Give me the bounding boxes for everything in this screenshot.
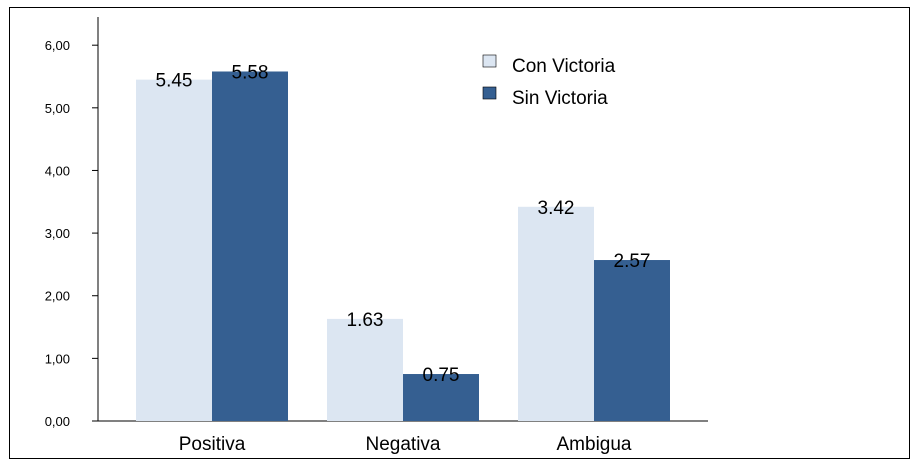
legend-swatch xyxy=(482,86,497,100)
value-label: 0.75 xyxy=(423,365,460,386)
x-tick-label: Ambigua xyxy=(557,434,632,455)
legend-swatch xyxy=(482,54,497,68)
bar xyxy=(594,260,670,421)
value-label: 5.58 xyxy=(232,62,269,83)
bar xyxy=(327,318,403,421)
bar xyxy=(136,79,212,422)
y-tick-label: 4,00 xyxy=(45,163,70,178)
bar xyxy=(403,374,479,421)
value-label: 2.57 xyxy=(614,251,651,272)
y-tick-label: 3,00 xyxy=(45,226,70,241)
y-tick-label: 6,00 xyxy=(45,38,70,53)
value-label: 1.63 xyxy=(347,310,384,331)
x-tick-label: Negativa xyxy=(366,434,441,455)
x-tick-label: Positiva xyxy=(179,434,246,455)
value-label: 3.42 xyxy=(538,198,575,219)
value-label: 5.45 xyxy=(156,71,193,92)
y-tick-label: 1,00 xyxy=(45,351,70,366)
legend-label: Con Victoria xyxy=(512,56,616,77)
y-tick-label: 0,00 xyxy=(45,414,70,429)
y-tick-label: 2,00 xyxy=(45,289,70,304)
bar xyxy=(518,206,594,421)
y-tick-label: 5,00 xyxy=(45,101,70,116)
bar xyxy=(212,71,288,421)
legend-label: Sin Victoria xyxy=(512,88,608,109)
